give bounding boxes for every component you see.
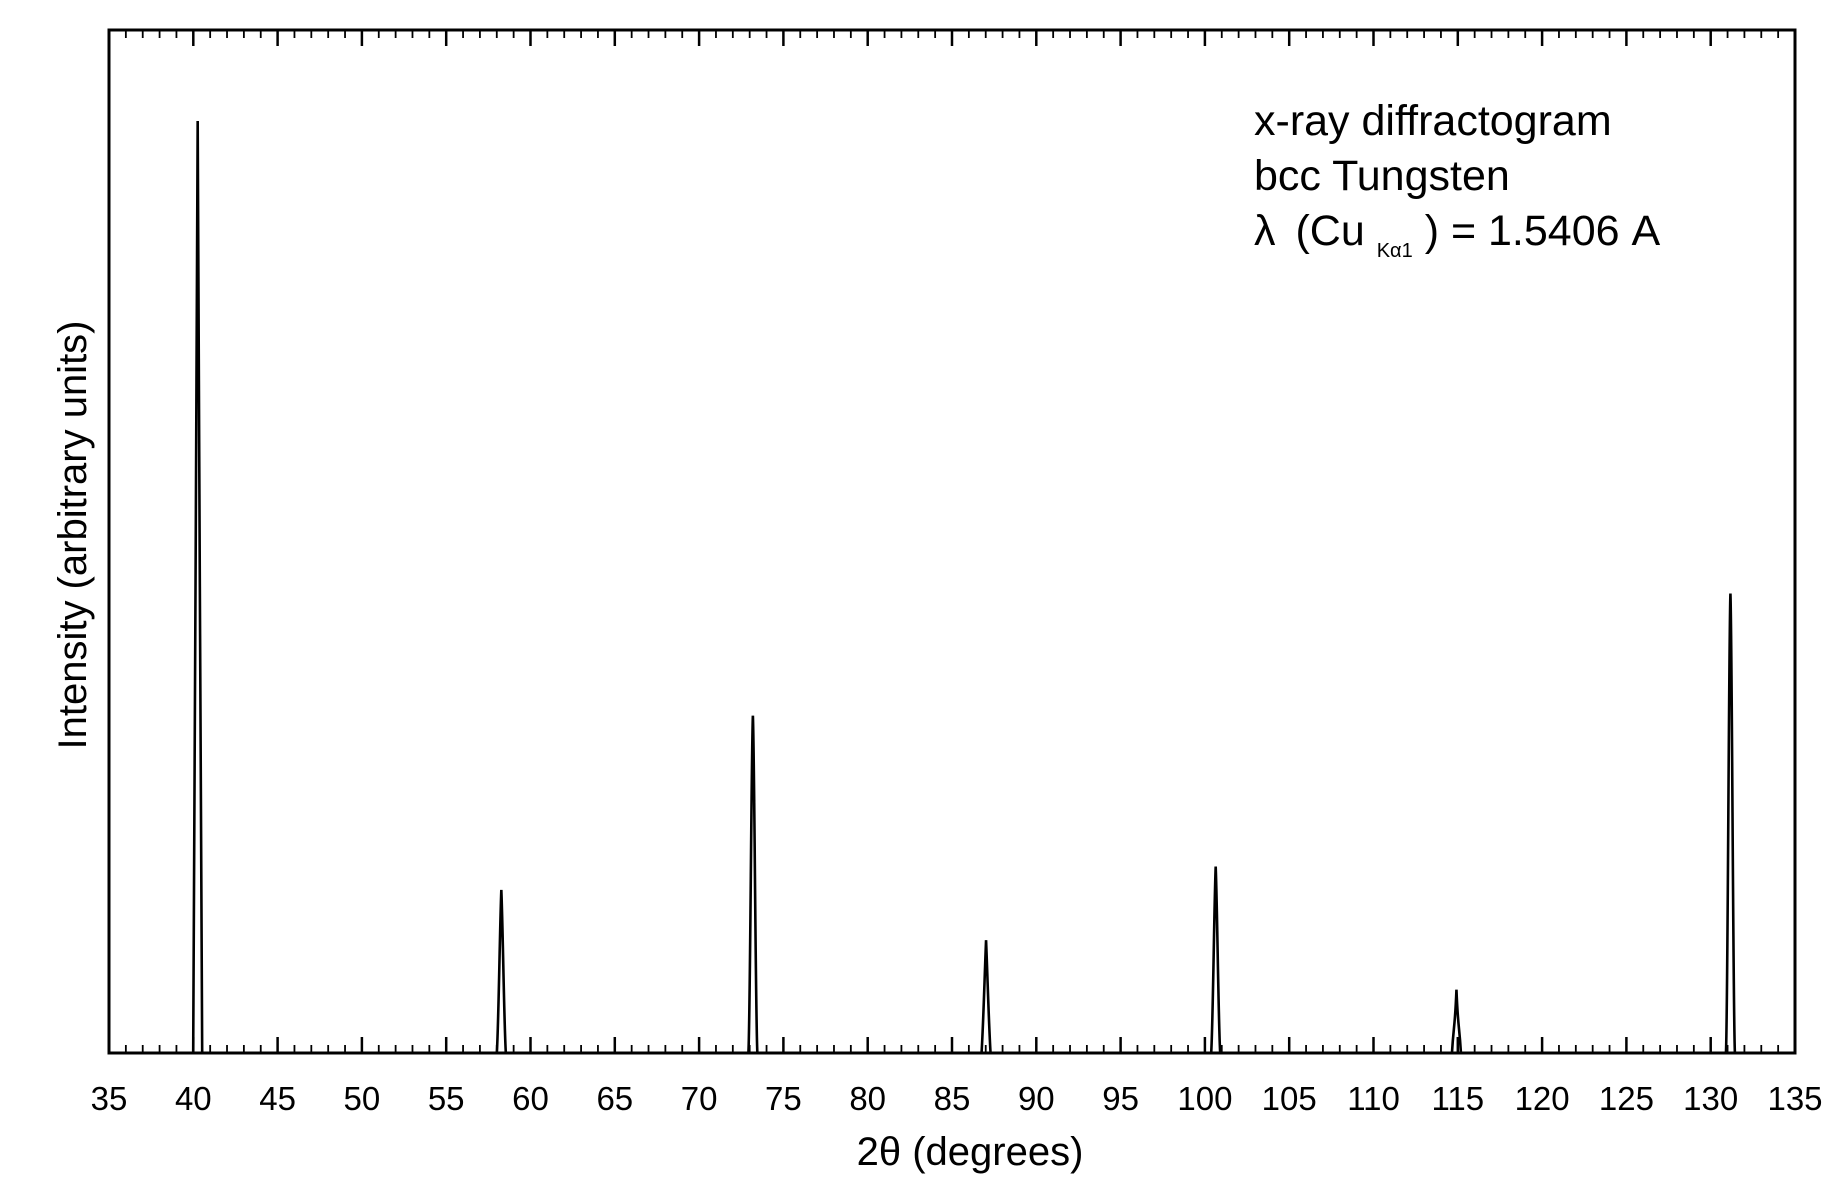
x-tick-label: 35: [91, 1080, 128, 1117]
x-tick-label: 75: [765, 1080, 802, 1117]
x-axis-title: 2θ (degrees): [857, 1130, 1084, 1174]
x-tick-label: 115: [1431, 1080, 1484, 1117]
x-axis-ticks: [107, 30, 1797, 1053]
x-tick-label: 100: [1177, 1080, 1232, 1117]
x-tick-label: 90: [1018, 1080, 1055, 1117]
x-tick-label: 95: [1102, 1080, 1139, 1117]
x-tick-label: 40: [175, 1080, 212, 1117]
annotation-line-2: bcc Tungsten: [1254, 152, 1510, 200]
diffraction-peak: [980, 940, 992, 1054]
x-tick-label: 50: [344, 1080, 381, 1117]
y-axis-title: Intensity (arbitrary units): [51, 320, 95, 749]
annotation: x-ray diffractogram bcc Tungsten λ (Cu K…: [1254, 97, 1660, 267]
x-tick-label: 45: [259, 1080, 296, 1117]
diffraction-peak: [1724, 593, 1737, 1054]
lambda-symbol: λ: [1254, 207, 1276, 255]
x-tick-label: 55: [428, 1080, 465, 1117]
x-tick-label: 80: [849, 1080, 886, 1117]
annotation-wavelength: ) = 1.5406 A: [1425, 207, 1661, 255]
diffraction-peak: [191, 120, 204, 1054]
annotation-line-3: λ (Cu Kα1 ) = 1.5406 A: [1254, 207, 1660, 267]
diffraction-peak: [747, 715, 759, 1054]
x-tick-label: 85: [934, 1080, 971, 1117]
x-tick-label: 105: [1262, 1080, 1317, 1117]
plot-frame: [107, 28, 1797, 1055]
diffraction-peak: [1209, 866, 1222, 1054]
x-tick-label: 120: [1515, 1080, 1570, 1117]
x-tick-label: 130: [1683, 1080, 1738, 1117]
x-tick-label: 65: [596, 1080, 633, 1117]
x-tick-label: 110: [1347, 1080, 1400, 1117]
diffraction-peak: [1450, 989, 1463, 1054]
annotation-line-1: x-ray diffractogram: [1254, 97, 1612, 145]
annotation-cu: (Cu: [1295, 207, 1364, 255]
peaks-series: [109, 120, 1795, 1055]
x-tick-label: 125: [1599, 1080, 1654, 1117]
x-tick-label: 135: [1767, 1080, 1822, 1117]
annotation-subscript: Kα1: [1377, 240, 1413, 262]
x-tick-labels: 35 40 45 50 55 60 65 70 75 80 85 90 95 100 105 110 115 12…: [91, 1080, 1823, 1117]
diffraction-peak: [495, 889, 508, 1054]
x-tick-label: 60: [512, 1080, 549, 1117]
x-tick-label: 70: [681, 1080, 718, 1117]
